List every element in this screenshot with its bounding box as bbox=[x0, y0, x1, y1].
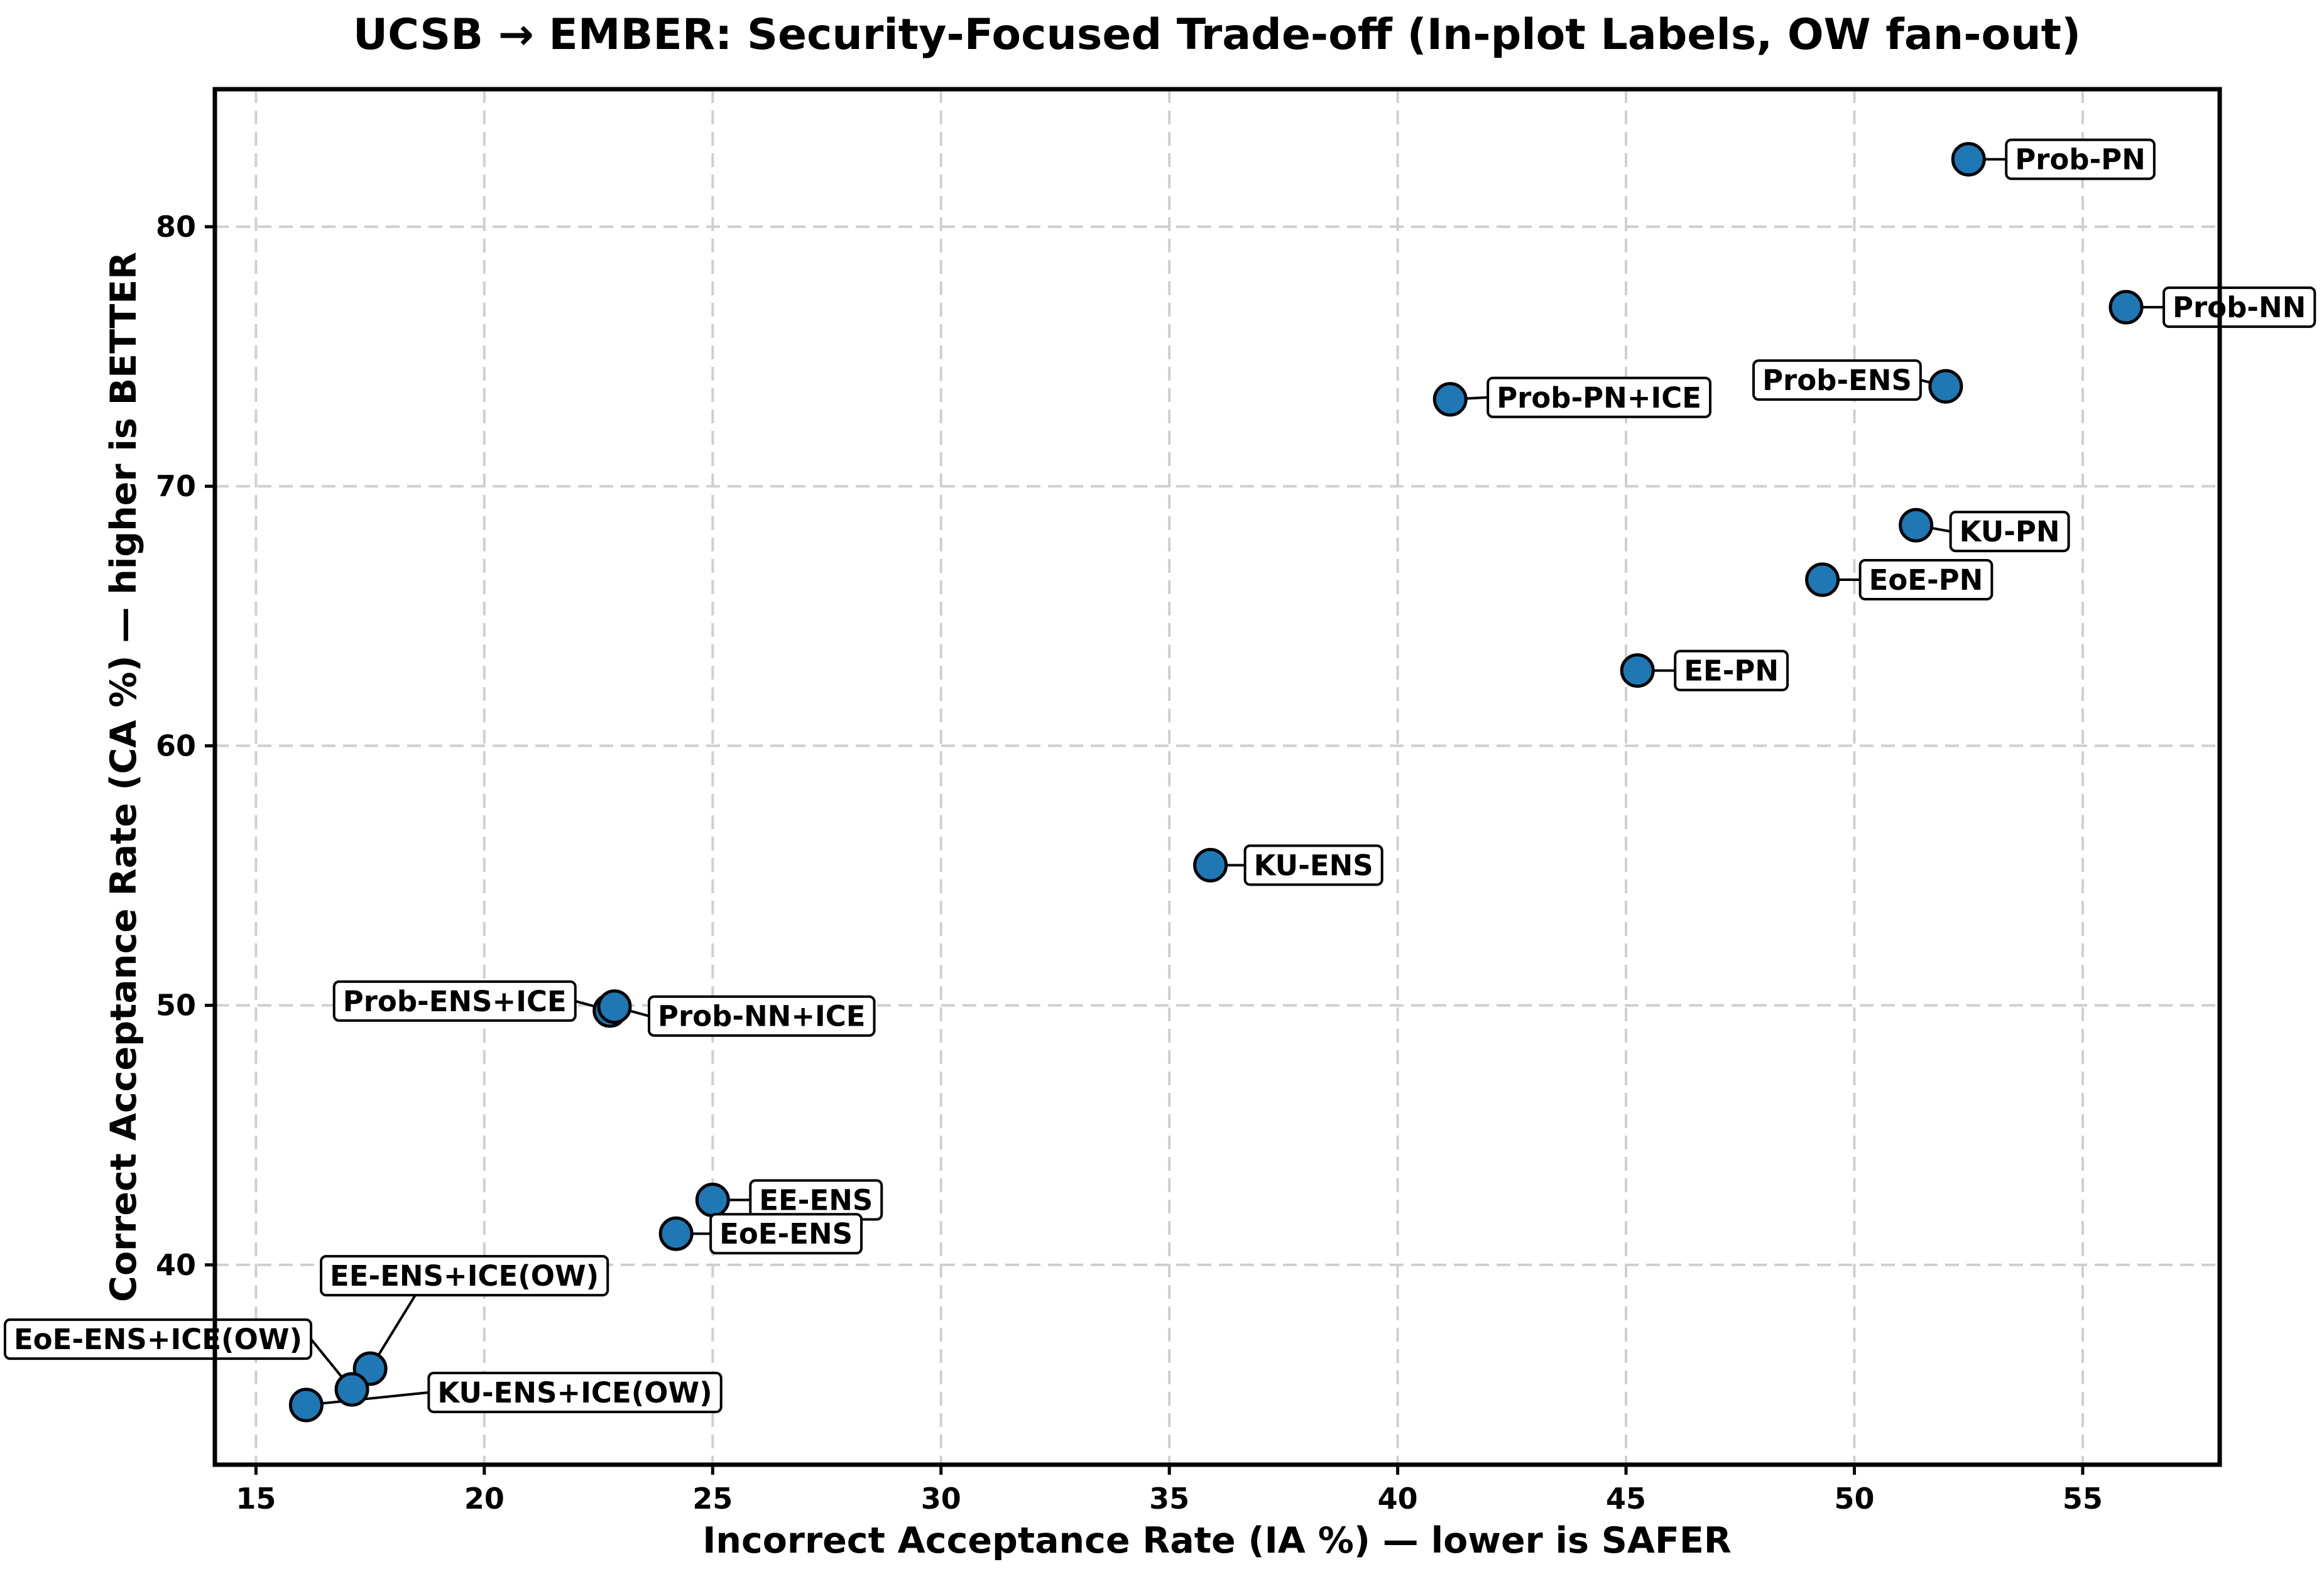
label-leader-line bbox=[306, 1391, 429, 1406]
point-label: KU-ENS+ICE(OW) bbox=[437, 1376, 712, 1409]
point-label-box bbox=[1949, 511, 2070, 553]
point-label: Prob-ENS bbox=[1762, 364, 1912, 397]
plot-area-frame bbox=[212, 87, 2222, 1467]
data-point bbox=[2109, 290, 2144, 325]
x-tick-label: 55 bbox=[2063, 1482, 2103, 1516]
point-label-box bbox=[3, 1318, 313, 1360]
data-point bbox=[1432, 382, 1468, 417]
data-points bbox=[288, 142, 2144, 1423]
point-label-group: Prob-NN+ICE bbox=[648, 995, 876, 1037]
x-tick-label: 15 bbox=[236, 1482, 276, 1516]
point-label: Prob-ENS+ICE bbox=[343, 985, 567, 1018]
x-tick-label: 30 bbox=[921, 1482, 961, 1516]
x-tick-label: 50 bbox=[1834, 1482, 1874, 1516]
point-label-group: EE-ENS+ICE(OW) bbox=[320, 1255, 609, 1297]
point-label-group: EoE-ENS+ICE(OW) bbox=[3, 1318, 313, 1360]
point-label-group: KU-ENS bbox=[1243, 844, 1383, 886]
point-label: EoE-PN bbox=[1869, 563, 1983, 597]
x-tick-label: 25 bbox=[692, 1482, 733, 1516]
point-label: Prob-PN bbox=[2015, 143, 2146, 176]
point-label-box bbox=[320, 1255, 609, 1297]
point-label-group: Prob-PN+ICE bbox=[1487, 376, 1712, 418]
data-point bbox=[1193, 847, 1228, 882]
y-tick-label: 60 bbox=[156, 729, 196, 762]
point-label-box bbox=[1674, 649, 1789, 692]
point-label-group: EE-ENS bbox=[749, 1179, 883, 1221]
point-label-group: Prob-ENS bbox=[1752, 359, 1922, 401]
point-label: EoE-ENS+ICE(OW) bbox=[14, 1323, 302, 1356]
data-point bbox=[658, 1216, 694, 1251]
data-point bbox=[1951, 142, 1986, 177]
y-axis-label: Correct Acceptance Rate (CA %) — higher … bbox=[103, 252, 145, 1302]
point-label: EE-ENS bbox=[759, 1184, 873, 1217]
point-label: EE-PN bbox=[1684, 654, 1779, 688]
point-label: Prob-PN+ICE bbox=[1497, 381, 1701, 415]
point-label-box bbox=[709, 1213, 863, 1255]
point-label-group: Prob-PN bbox=[2005, 138, 2156, 180]
x-tick-label: 20 bbox=[464, 1482, 505, 1516]
point-label-box bbox=[648, 995, 876, 1037]
point-label: KU-PN bbox=[1960, 515, 2060, 548]
point-label-box bbox=[1858, 558, 1994, 600]
point-label: KU-ENS bbox=[1254, 849, 1373, 882]
y-tick-label: 70 bbox=[156, 469, 196, 503]
point-label-group: KU-ENS+ICE(OW) bbox=[427, 1371, 723, 1413]
point-label: EoE-ENS bbox=[719, 1217, 853, 1251]
data-point bbox=[288, 1387, 324, 1423]
x-tick-label: 35 bbox=[1149, 1482, 1189, 1516]
x-tick-label: 40 bbox=[1378, 1482, 1418, 1516]
point-label-group: Prob-ENS+ICE bbox=[332, 980, 577, 1022]
point-label-group: Prob-NN bbox=[2162, 286, 2316, 328]
y-tick-label: 80 bbox=[156, 210, 196, 244]
data-point bbox=[1899, 507, 1934, 543]
data-point bbox=[695, 1183, 730, 1218]
point-label-box bbox=[2162, 286, 2316, 328]
point-label: Prob-NN+ICE bbox=[658, 1000, 866, 1033]
data-point bbox=[1620, 653, 1655, 688]
point-label-group: EoE-ENS bbox=[709, 1213, 863, 1255]
x-tick-label: 45 bbox=[1606, 1482, 1646, 1516]
point-label-box bbox=[427, 1371, 723, 1413]
data-point bbox=[597, 989, 632, 1024]
point-label-box bbox=[1752, 359, 1922, 401]
point-label-box bbox=[1487, 376, 1712, 418]
point-label-group: KU-PN bbox=[1949, 511, 2070, 553]
data-point bbox=[1805, 562, 1840, 597]
point-label-box bbox=[2005, 138, 2156, 180]
point-label-box bbox=[332, 980, 577, 1022]
data-point bbox=[334, 1372, 369, 1407]
axis-ticks: 15 20 25 30 35 40 45 50 55 40 50 60 70 80 bbox=[156, 210, 2103, 1516]
data-point bbox=[1928, 369, 1963, 404]
point-label: Prob-NN bbox=[2173, 291, 2306, 324]
chart-title: UCSB → EMBER: Security-Focused Trade-off… bbox=[353, 10, 2081, 60]
y-tick-label: 40 bbox=[156, 1248, 196, 1282]
point-label-box bbox=[1243, 844, 1383, 886]
x-axis-label: Incorrect Acceptance Rate (IA %) — lower… bbox=[702, 1520, 1732, 1561]
point-label-group: EE-PN bbox=[1674, 649, 1789, 692]
point-label: EE-ENS+ICE(OW) bbox=[330, 1259, 599, 1293]
point-labels: Prob-PN Prob-NN Prob-ENS Prob-PN+ICE KU-PN Eo… bbox=[3, 138, 2316, 1413]
point-label-group: EoE-PN bbox=[1858, 558, 1994, 600]
y-tick-label: 50 bbox=[156, 989, 196, 1023]
